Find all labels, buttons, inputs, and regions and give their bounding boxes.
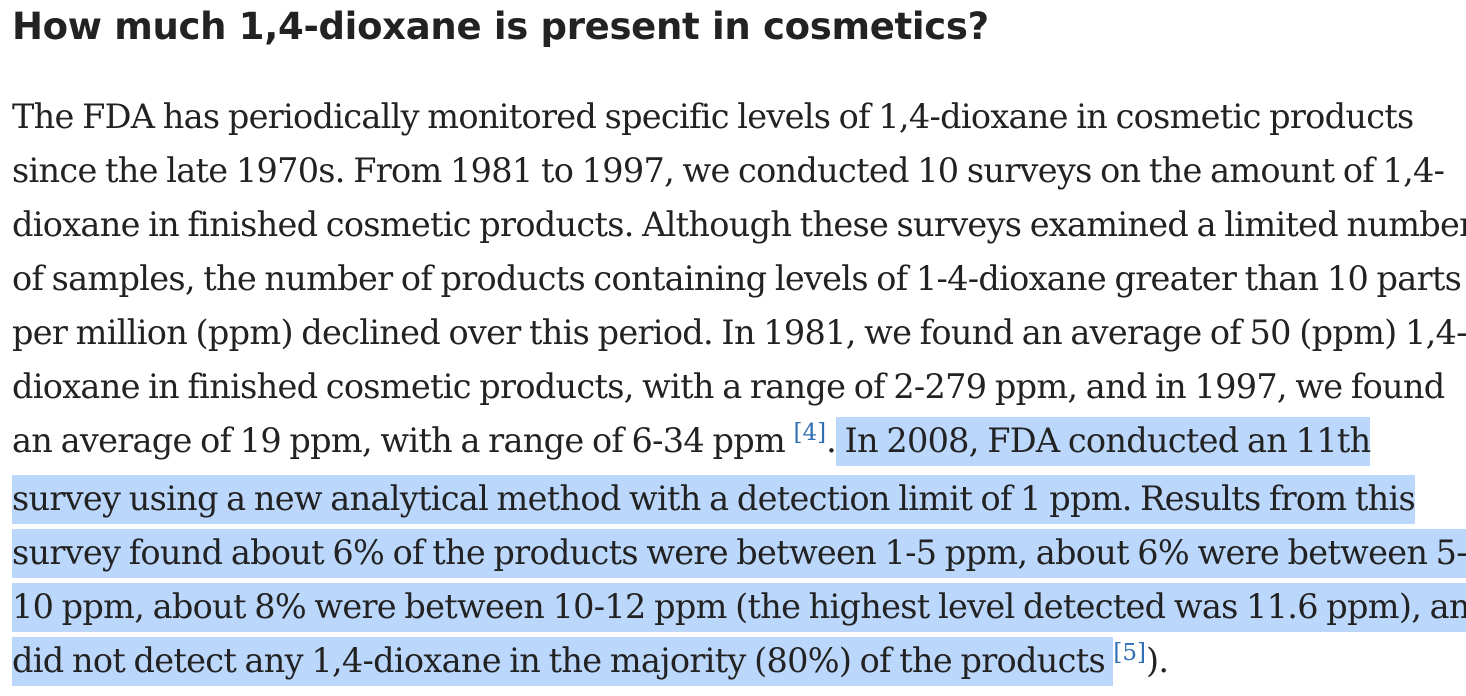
citation-link-5[interactable]: [5] <box>1113 640 1146 666</box>
paragraph-line-selected: survey found about 6% of the products we… <box>12 526 1466 580</box>
body-paragraph[interactable]: The FDA has periodically monitored speci… <box>12 90 1466 692</box>
paragraph-line: The FDA has periodically monitored speci… <box>12 97 1414 136</box>
paragraph-line: dioxane in finished cosmetic products. A… <box>12 205 1466 244</box>
line-text: an average of 19 ppm, with a range of 6-… <box>12 421 794 460</box>
paragraph-line: of samples, the number of products conta… <box>12 259 1462 298</box>
paragraph-line-with-citation-5: did not detect any 1,4-dioxane in the ma… <box>12 634 1462 692</box>
section-heading: How much 1,4-dioxane is present in cosme… <box>12 5 989 48</box>
paragraph-line-with-citation-4: an average of 19 ppm, with a range of 6-… <box>12 414 1462 472</box>
citation-link-4[interactable]: [4] <box>793 420 827 446</box>
line-text: ). <box>1146 641 1169 680</box>
selected-text: In 2008, FDA conducted an 11th <box>836 417 1371 466</box>
paragraph-line: dioxane in finished cosmetic products, w… <box>12 367 1445 406</box>
selected-text: did not detect any 1,4-dioxane in the ma… <box>12 637 1114 686</box>
selected-text: survey using a new analytical method wit… <box>12 475 1416 524</box>
selected-text: survey found about 6% of the products we… <box>12 529 1466 578</box>
paragraph-line: since the late 1970s. From 1981 to 1997,… <box>12 151 1445 190</box>
paragraph-line-selected: 10 ppm, about 8% were between 10-12 ppm … <box>12 580 1466 634</box>
paragraph-line-selected: survey using a new analytical method wit… <box>12 472 1462 526</box>
line-text: . <box>826 421 837 460</box>
selected-text: 10 ppm, about 8% were between 10-12 ppm … <box>12 583 1466 632</box>
paragraph-line: per million (ppm) declined over this per… <box>12 313 1466 352</box>
article-section: How much 1,4-dioxane is present in cosme… <box>12 0 1466 692</box>
